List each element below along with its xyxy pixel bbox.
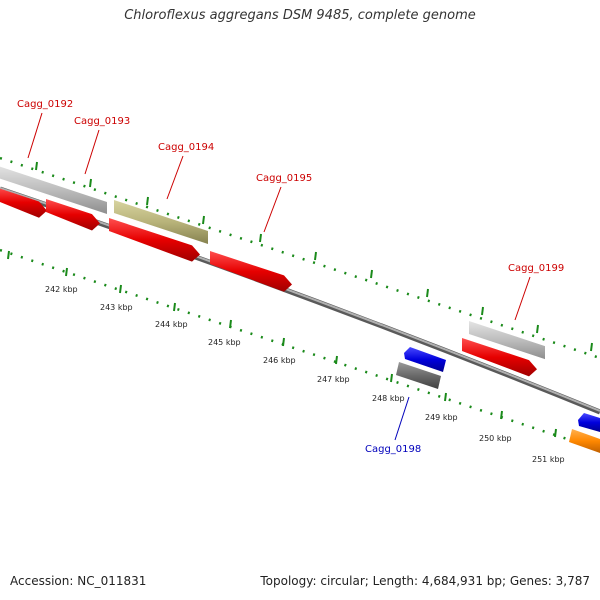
cds-arrow-cagg-0199[interactable] <box>462 338 537 377</box>
major-tick <box>7 250 10 260</box>
cds-arrow-reverse-edge[interactable] <box>578 413 600 432</box>
major-tick <box>282 337 285 347</box>
gene-feature-orange-edge[interactable] <box>569 429 600 453</box>
leader-line-cagg-0199 <box>514 276 531 321</box>
scale-label: 251 kbp <box>532 455 565 464</box>
gene-feature-cagg-0192[interactable] <box>0 165 107 214</box>
scale-label: 250 kbp <box>479 434 512 443</box>
scale-label: 242 kbp <box>45 285 78 294</box>
leader-line-cagg-0195 <box>263 186 282 233</box>
major-tick <box>173 302 176 312</box>
genome-summary-text: Topology: circular; Length: 4,684,931 bp… <box>260 574 590 588</box>
major-tick <box>426 288 429 298</box>
major-tick <box>390 373 393 383</box>
cds-arrow-cagg-0195[interactable] <box>210 251 292 292</box>
scale-label: 248 kbp <box>372 394 405 403</box>
cds-arrow-cagg-0192[interactable] <box>0 187 47 218</box>
outer-tick-track <box>0 156 600 360</box>
scale-label: 246 kbp <box>263 356 296 365</box>
gene-label-cagg-0195[interactable]: Cagg_0195 <box>256 173 312 184</box>
major-tick <box>590 342 593 352</box>
gene-label-cagg-0193[interactable]: Cagg_0193 <box>74 116 130 127</box>
major-tick <box>444 392 447 402</box>
major-tick <box>335 355 338 365</box>
scale-label: 247 kbp <box>317 375 350 384</box>
major-tick <box>370 269 373 279</box>
scale-label: 244 kbp <box>155 320 188 329</box>
scale-label: 245 kbp <box>208 338 241 347</box>
gene-label-cagg-0194[interactable]: Cagg_0194 <box>158 142 214 153</box>
gene-feature-cagg-0198[interactable] <box>396 362 441 389</box>
major-tick <box>229 319 232 329</box>
inner-tick-track <box>0 248 600 452</box>
scale-label: 243 kbp <box>100 303 133 312</box>
accession-text: Accession: NC_011831 <box>10 574 147 588</box>
gene-label-cagg-0192[interactable]: Cagg_0192 <box>17 99 73 110</box>
gene-feature-cagg-0199[interactable] <box>469 321 545 360</box>
scale-label: 249 kbp <box>425 413 458 422</box>
gene-label-cagg-0199[interactable]: Cagg_0199 <box>508 263 564 274</box>
cds-arrow-cagg-0198[interactable] <box>404 347 446 372</box>
major-tick <box>536 324 539 334</box>
cds-arrow-cagg-0194[interactable] <box>109 218 200 262</box>
leader-line-cagg-0194 <box>166 155 184 200</box>
leader-line-cagg-0193 <box>84 129 100 175</box>
major-tick <box>202 215 205 225</box>
gene-label-cagg-0198[interactable]: Cagg_0198 <box>365 444 421 455</box>
leader-line-cagg-0192 <box>27 112 43 159</box>
major-tick <box>146 196 149 206</box>
major-tick <box>314 251 317 261</box>
major-tick <box>481 306 484 316</box>
leader-line-cagg-0198 <box>394 396 410 441</box>
cds-arrow-cagg-0193[interactable] <box>46 199 100 231</box>
major-tick <box>65 267 68 277</box>
major-tick <box>89 178 92 188</box>
major-tick <box>119 284 122 294</box>
major-tick <box>554 428 557 438</box>
map-title: Chloroflexus aggregans DSM 9485, complet… <box>124 8 476 23</box>
major-tick <box>500 410 503 420</box>
major-tick <box>259 233 262 243</box>
gene-feature-cagg-0194[interactable] <box>114 200 208 245</box>
major-tick <box>35 161 38 171</box>
